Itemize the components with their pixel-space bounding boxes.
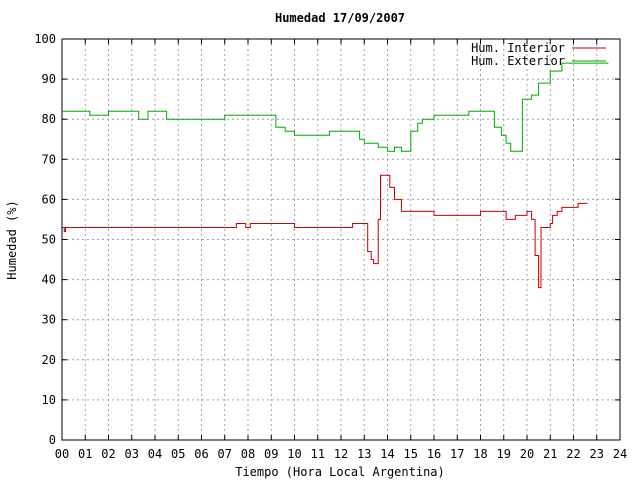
chart-grid bbox=[62, 39, 620, 440]
chart-title: Humedad 17/09/2007 bbox=[275, 11, 405, 25]
x-tick-label: 11 bbox=[311, 447, 325, 461]
y-tick-label: 10 bbox=[42, 393, 56, 407]
x-tick-label: 24 bbox=[613, 447, 627, 461]
x-tick-label: 03 bbox=[125, 447, 139, 461]
y-tick-label: 0 bbox=[49, 433, 56, 447]
legend-label: Hum. Exterior bbox=[471, 54, 565, 68]
y-tick-label: 20 bbox=[42, 353, 56, 367]
legend-label: Hum. Interior bbox=[471, 41, 565, 55]
x-tick-label: 00 bbox=[55, 447, 69, 461]
x-tick-label: 12 bbox=[334, 447, 348, 461]
x-tick-label: 20 bbox=[520, 447, 534, 461]
y-tick-label: 50 bbox=[42, 233, 56, 247]
x-tick-label: 07 bbox=[218, 447, 232, 461]
x-tick-label: 16 bbox=[427, 447, 441, 461]
series-line-1 bbox=[62, 174, 588, 289]
series-line-2 bbox=[62, 62, 609, 152]
x-tick-label: 04 bbox=[148, 447, 162, 461]
x-tick-label: 18 bbox=[473, 447, 487, 461]
x-axis-ticks: 00 01 02 03 04 05 06 07 08 09 10 11 12 13 14 15 16 17 18 19… bbox=[55, 39, 627, 461]
x-tick-label: 13 bbox=[357, 447, 371, 461]
x-tick-label: 14 bbox=[380, 447, 394, 461]
y-axis-ticks: 0 10 20 30 40 50 60 70 80 90 100 bbox=[34, 32, 620, 447]
x-tick-label: 09 bbox=[264, 447, 278, 461]
x-tick-label: 22 bbox=[566, 447, 580, 461]
x-axis-label: Tiempo (Hora Local Argentina) bbox=[235, 465, 445, 479]
y-tick-label: 40 bbox=[42, 273, 56, 287]
x-tick-label: 06 bbox=[194, 447, 208, 461]
y-tick-label: 100 bbox=[34, 32, 56, 46]
x-tick-label: 15 bbox=[404, 447, 418, 461]
x-tick-label: 23 bbox=[590, 447, 604, 461]
y-tick-label: 70 bbox=[42, 152, 56, 166]
y-tick-label: 60 bbox=[42, 192, 56, 206]
x-tick-label: 19 bbox=[497, 447, 511, 461]
y-tick-label: 80 bbox=[42, 112, 56, 126]
x-tick-label: 10 bbox=[287, 447, 301, 461]
chart-series bbox=[62, 62, 609, 289]
x-tick-label: 21 bbox=[543, 447, 557, 461]
y-axis-label: Humedad (%) bbox=[5, 200, 19, 279]
x-tick-label: 01 bbox=[78, 447, 92, 461]
x-tick-label: 02 bbox=[101, 447, 115, 461]
x-tick-label: 17 bbox=[450, 447, 464, 461]
x-tick-label: 08 bbox=[241, 447, 255, 461]
y-tick-label: 90 bbox=[42, 72, 56, 86]
y-tick-label: 30 bbox=[42, 313, 56, 327]
x-tick-label: 05 bbox=[171, 447, 185, 461]
